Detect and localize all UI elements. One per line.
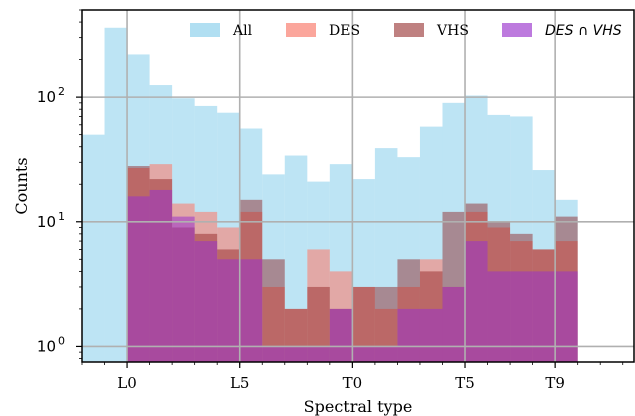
legend-swatch	[502, 23, 532, 37]
bar	[374, 148, 398, 362]
y-tick-label: 10	[37, 88, 56, 106]
bar	[262, 346, 285, 362]
bar	[510, 271, 533, 362]
bar	[352, 286, 375, 362]
x-axis-label: Spectral type	[304, 397, 413, 416]
bar	[329, 308, 353, 362]
legend-label: All	[232, 23, 253, 39]
plot-frame	[81, 9, 635, 363]
legend: All DES VHS DES ∩ VHS	[190, 23, 622, 39]
bar	[374, 286, 398, 362]
bar	[82, 134, 105, 362]
legend-label: DES	[329, 23, 360, 39]
legend-item: DES ∩ VHS	[502, 23, 622, 39]
bar	[149, 189, 173, 362]
bar	[419, 308, 443, 362]
bar	[352, 286, 375, 362]
x-tick-label: L0	[117, 374, 137, 392]
grid-layer	[82, 10, 634, 362]
bar	[487, 271, 511, 362]
bar	[239, 259, 263, 362]
bar	[262, 259, 285, 362]
x-tick-label: L5	[230, 374, 250, 392]
legend-swatch	[190, 23, 220, 37]
bar	[397, 308, 420, 362]
bar	[172, 216, 195, 362]
bar	[532, 271, 556, 362]
bar	[284, 346, 308, 362]
x-tick-label: T5	[455, 374, 475, 392]
bar	[307, 249, 330, 362]
bar	[217, 259, 240, 362]
y-axis-label: Counts	[12, 157, 31, 214]
legend-item: VHS	[394, 23, 469, 39]
series-des-vhs	[127, 189, 578, 362]
y-tick-label: 10	[37, 337, 56, 355]
y-tick-exponent: 1	[58, 210, 65, 223]
bar	[194, 241, 218, 362]
bar	[352, 346, 375, 362]
bar	[555, 271, 578, 362]
bar	[374, 346, 398, 362]
bar	[104, 27, 128, 362]
x-tick-label: T0	[343, 374, 363, 392]
x-tick-label: T9	[545, 374, 565, 392]
legend-label: VHS	[436, 23, 469, 39]
bar	[442, 286, 466, 362]
legend-swatch	[286, 23, 316, 37]
bar	[127, 196, 150, 362]
bar	[307, 346, 330, 362]
legend-item: DES	[286, 23, 360, 39]
bar	[465, 241, 488, 362]
y-tick-exponent: 0	[58, 334, 65, 347]
bar	[262, 286, 285, 362]
y-tick-label: 10	[37, 213, 56, 231]
legend-swatch	[394, 23, 424, 37]
bars-layer	[82, 27, 578, 363]
y-tick-exponent: 2	[58, 85, 65, 98]
bar	[307, 286, 330, 362]
legend-item: All	[190, 23, 253, 39]
legend-label: DES ∩ VHS	[545, 23, 622, 39]
